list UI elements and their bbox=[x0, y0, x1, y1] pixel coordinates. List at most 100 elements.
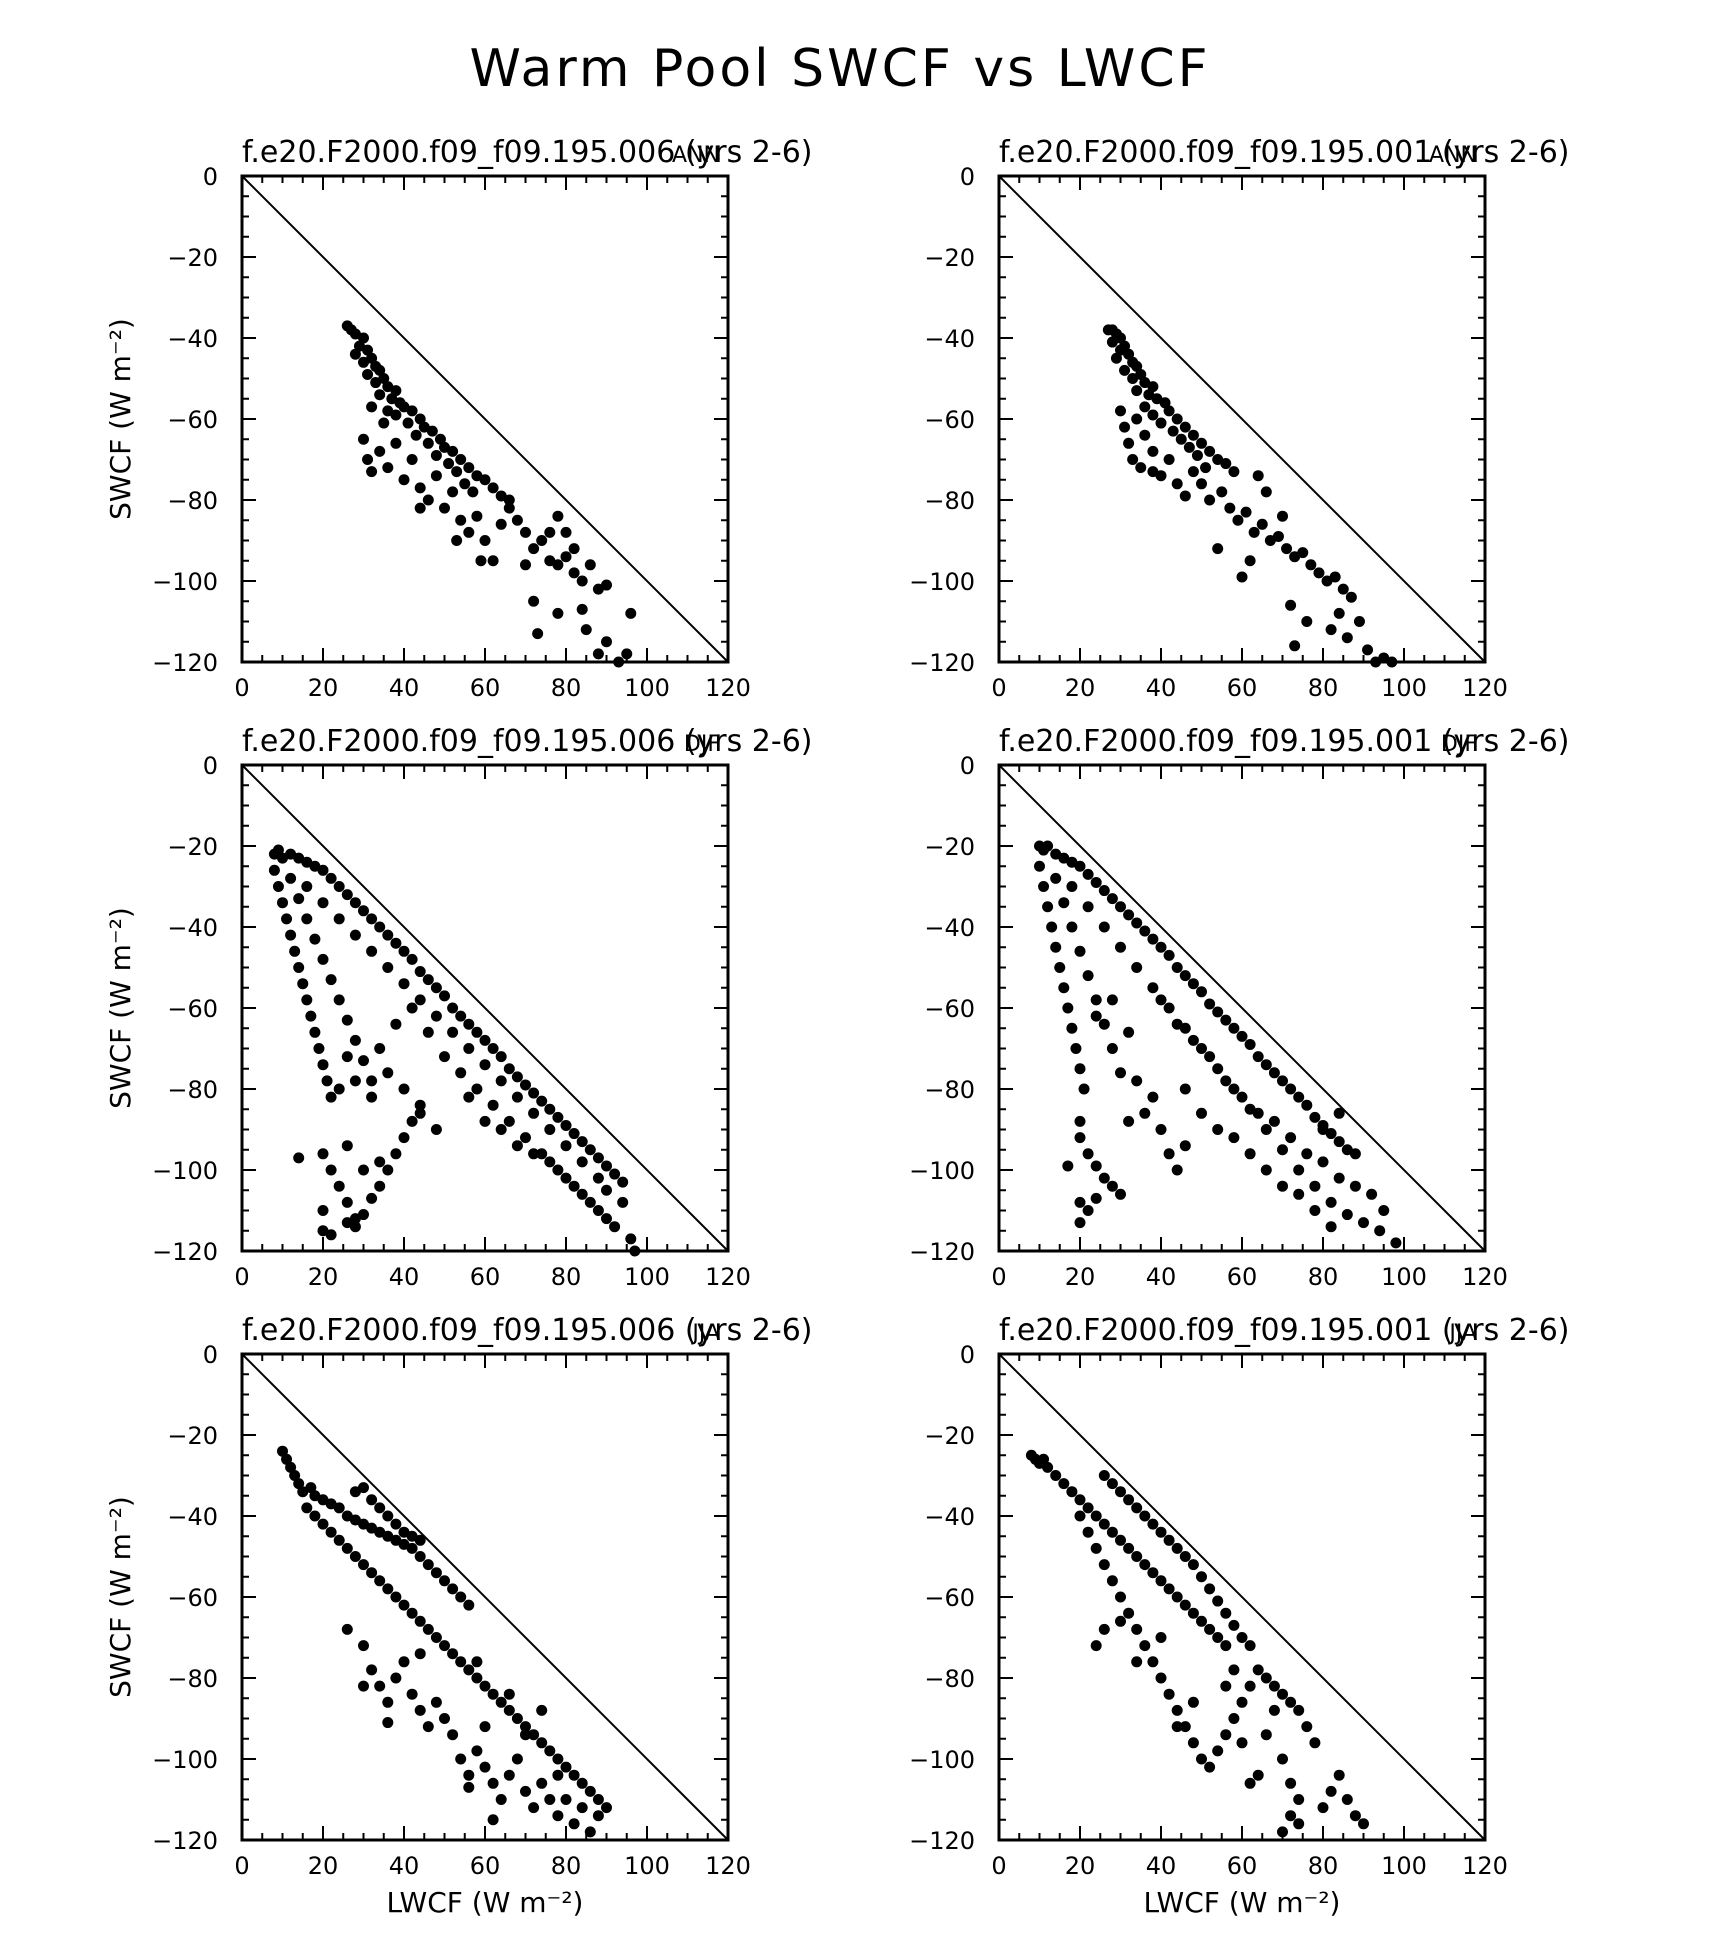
scatter-point bbox=[520, 559, 531, 571]
scatter-point bbox=[479, 1059, 491, 1071]
panel-title: f.e20.F2000.f09_f09.195.006 (yrs 2-6) bbox=[242, 135, 812, 170]
scatter-point bbox=[1317, 1802, 1329, 1814]
scatter-point bbox=[414, 1704, 426, 1716]
scatter-point bbox=[528, 1729, 540, 1741]
scatter-point bbox=[1220, 1607, 1232, 1619]
scatter-point bbox=[1034, 860, 1045, 872]
scatter-point bbox=[426, 425, 438, 437]
scatter-point bbox=[447, 1002, 459, 1014]
scatter-point bbox=[1115, 405, 1126, 417]
scatter-point bbox=[277, 897, 288, 909]
scatter-point bbox=[1212, 1745, 1224, 1757]
scatter-point bbox=[374, 921, 386, 933]
scatter-point bbox=[1163, 949, 1175, 961]
y-tick-label: 0 bbox=[960, 752, 975, 780]
scatter-point bbox=[366, 1522, 378, 1534]
scatter-point bbox=[285, 848, 297, 860]
scatter-point bbox=[333, 1534, 345, 1546]
y-tick-label: −120 bbox=[152, 1238, 218, 1266]
scatter-point bbox=[293, 893, 305, 905]
scatter-point bbox=[1163, 1583, 1175, 1595]
scatter-point bbox=[1329, 571, 1341, 583]
scatter-panel-6: 0 20 40 60 80 100 120 0 −20 −40 −60 −80 −100 −120 LWCF… bbox=[909, 1313, 1569, 1919]
scatter-point bbox=[317, 897, 329, 909]
scatter-point bbox=[1244, 1777, 1256, 1789]
scatter-point bbox=[430, 449, 442, 461]
scatter-point bbox=[382, 962, 394, 973]
x-tick-label: 80 bbox=[1308, 1263, 1339, 1291]
x-tick-label: 100 bbox=[1381, 1263, 1427, 1291]
scatter-point bbox=[422, 1026, 434, 1038]
scatter-point bbox=[568, 1180, 580, 1192]
scatter-point bbox=[439, 1640, 450, 1652]
scatter-point bbox=[1139, 1107, 1151, 1119]
scatter-point bbox=[414, 1534, 426, 1546]
scatter-point bbox=[1171, 962, 1183, 973]
scatter-point bbox=[459, 478, 471, 490]
scatter-point bbox=[325, 1091, 337, 1103]
scatter-point bbox=[1277, 510, 1288, 522]
scatter-point bbox=[447, 486, 459, 498]
scatter-point bbox=[1196, 1615, 1207, 1627]
y-tick-label: 0 bbox=[203, 752, 218, 780]
scatter-point bbox=[1349, 1810, 1361, 1822]
scatter-point bbox=[1155, 1526, 1167, 1538]
scatter-point bbox=[1289, 551, 1301, 563]
scatter-point bbox=[1106, 1575, 1118, 1587]
scatter-point bbox=[487, 1814, 499, 1826]
y-tick-label: −40 bbox=[167, 914, 218, 942]
scatter-point bbox=[272, 881, 284, 892]
scatter-point bbox=[1252, 1107, 1264, 1119]
scatter-point bbox=[398, 401, 410, 413]
scatter-point bbox=[1252, 1051, 1264, 1063]
scatter-point bbox=[378, 417, 390, 429]
scatter-point bbox=[621, 648, 633, 660]
scatter-point bbox=[544, 1745, 556, 1757]
scatter-point bbox=[1123, 1607, 1135, 1619]
scatter-point bbox=[366, 913, 378, 925]
scatter-point bbox=[1054, 962, 1066, 973]
scatter-point bbox=[1090, 1192, 1102, 1204]
y-tick-label: 0 bbox=[960, 163, 975, 191]
scatter-point bbox=[1187, 1696, 1199, 1708]
scatter-point bbox=[1309, 1111, 1321, 1123]
scatter-point bbox=[349, 1551, 361, 1562]
season-label: ANN bbox=[672, 143, 720, 168]
scatter-point bbox=[487, 1688, 499, 1700]
scatter-point bbox=[584, 1785, 596, 1797]
scatter-point bbox=[293, 852, 305, 864]
scatter-point bbox=[1106, 1043, 1118, 1054]
scatter-point bbox=[536, 1737, 548, 1749]
scatter-point bbox=[1163, 1002, 1175, 1014]
scatter-point bbox=[1106, 1180, 1118, 1192]
x-tick-label: 120 bbox=[1462, 1263, 1508, 1291]
scatter-point bbox=[1171, 1164, 1183, 1176]
scatter-point bbox=[455, 1656, 467, 1668]
scatter-point bbox=[1264, 535, 1276, 546]
scatter-point bbox=[1123, 1026, 1135, 1038]
scatter-point bbox=[1220, 1014, 1232, 1026]
scatter-point bbox=[1366, 1188, 1378, 1200]
scatter-point bbox=[568, 1769, 580, 1781]
scatter-point bbox=[439, 990, 450, 1002]
scatter-point bbox=[281, 1453, 293, 1465]
scatter-point bbox=[552, 1810, 564, 1822]
scatter-point bbox=[1293, 1164, 1305, 1176]
scatter-point bbox=[285, 929, 297, 941]
scatter-point bbox=[463, 462, 475, 474]
scatter-point bbox=[1115, 1067, 1126, 1079]
scatter-point bbox=[560, 1794, 572, 1805]
scatter-point bbox=[341, 1217, 353, 1229]
scatter-point bbox=[1204, 445, 1216, 457]
scatter-point bbox=[1285, 1810, 1297, 1822]
x-tick-label: 0 bbox=[991, 1263, 1006, 1291]
scatter-point bbox=[1289, 640, 1301, 652]
scatter-point bbox=[305, 1482, 317, 1494]
x-tick-label: 20 bbox=[1065, 1852, 1096, 1880]
scatter-point bbox=[536, 1704, 548, 1716]
scatter-point bbox=[1187, 466, 1199, 478]
scatter-point bbox=[1171, 478, 1183, 490]
scatter-point bbox=[1058, 897, 1070, 909]
scatter-point bbox=[1179, 490, 1191, 502]
y-axis-label: SWCF (W m⁻²) bbox=[104, 318, 137, 520]
